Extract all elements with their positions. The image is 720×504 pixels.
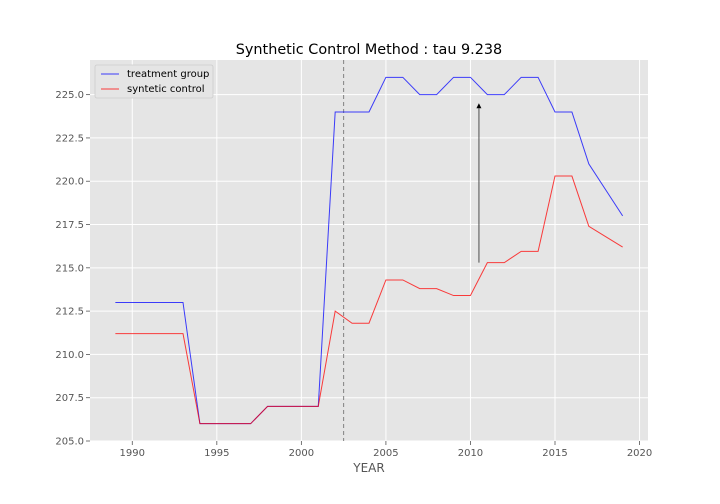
x-tick-label: 2010 bbox=[458, 448, 483, 459]
y-tick-label: 220.0 bbox=[55, 177, 84, 188]
x-axis-label: YEAR bbox=[352, 461, 384, 475]
legend-box bbox=[94, 64, 214, 99]
arrow-layer bbox=[476, 103, 482, 263]
chart-title: Synthetic Control Method : tau 9.238 bbox=[236, 42, 502, 58]
y-tick-label: 212.5 bbox=[55, 307, 84, 318]
plot-area bbox=[90, 60, 648, 441]
x-tick-label: 2005 bbox=[373, 448, 398, 459]
series-line-1 bbox=[115, 175, 623, 425]
y-tick-label: 207.5 bbox=[55, 393, 84, 404]
x-tick-label: 2020 bbox=[627, 448, 652, 459]
x-tick-label: 2015 bbox=[542, 448, 567, 459]
legend-label-synthetic: syntetic control bbox=[127, 84, 205, 95]
y-tick-label: 222.5 bbox=[55, 133, 84, 144]
tau-arrow-head bbox=[476, 103, 482, 109]
x-tick-label: 2000 bbox=[289, 448, 314, 459]
x-tick-label: 1990 bbox=[120, 448, 145, 459]
y-tick-label: 215.0 bbox=[55, 263, 84, 274]
tick-labels: 1990 1995 2000 2005 2010 2015 2020 205.0 207.5 21… bbox=[55, 90, 652, 459]
y-tick-label: 217.5 bbox=[55, 220, 84, 231]
y-tick-label: 205.0 bbox=[55, 437, 84, 448]
legend: treatment group syntetic control bbox=[94, 64, 214, 99]
legend-label-treatment: treatment group bbox=[127, 69, 209, 80]
x-tick-label: 1995 bbox=[204, 448, 229, 459]
series-layer bbox=[115, 76, 624, 425]
y-tick-label: 210.0 bbox=[55, 350, 84, 361]
grid-lines bbox=[90, 60, 648, 442]
y-tick-label: 225.0 bbox=[55, 90, 84, 101]
